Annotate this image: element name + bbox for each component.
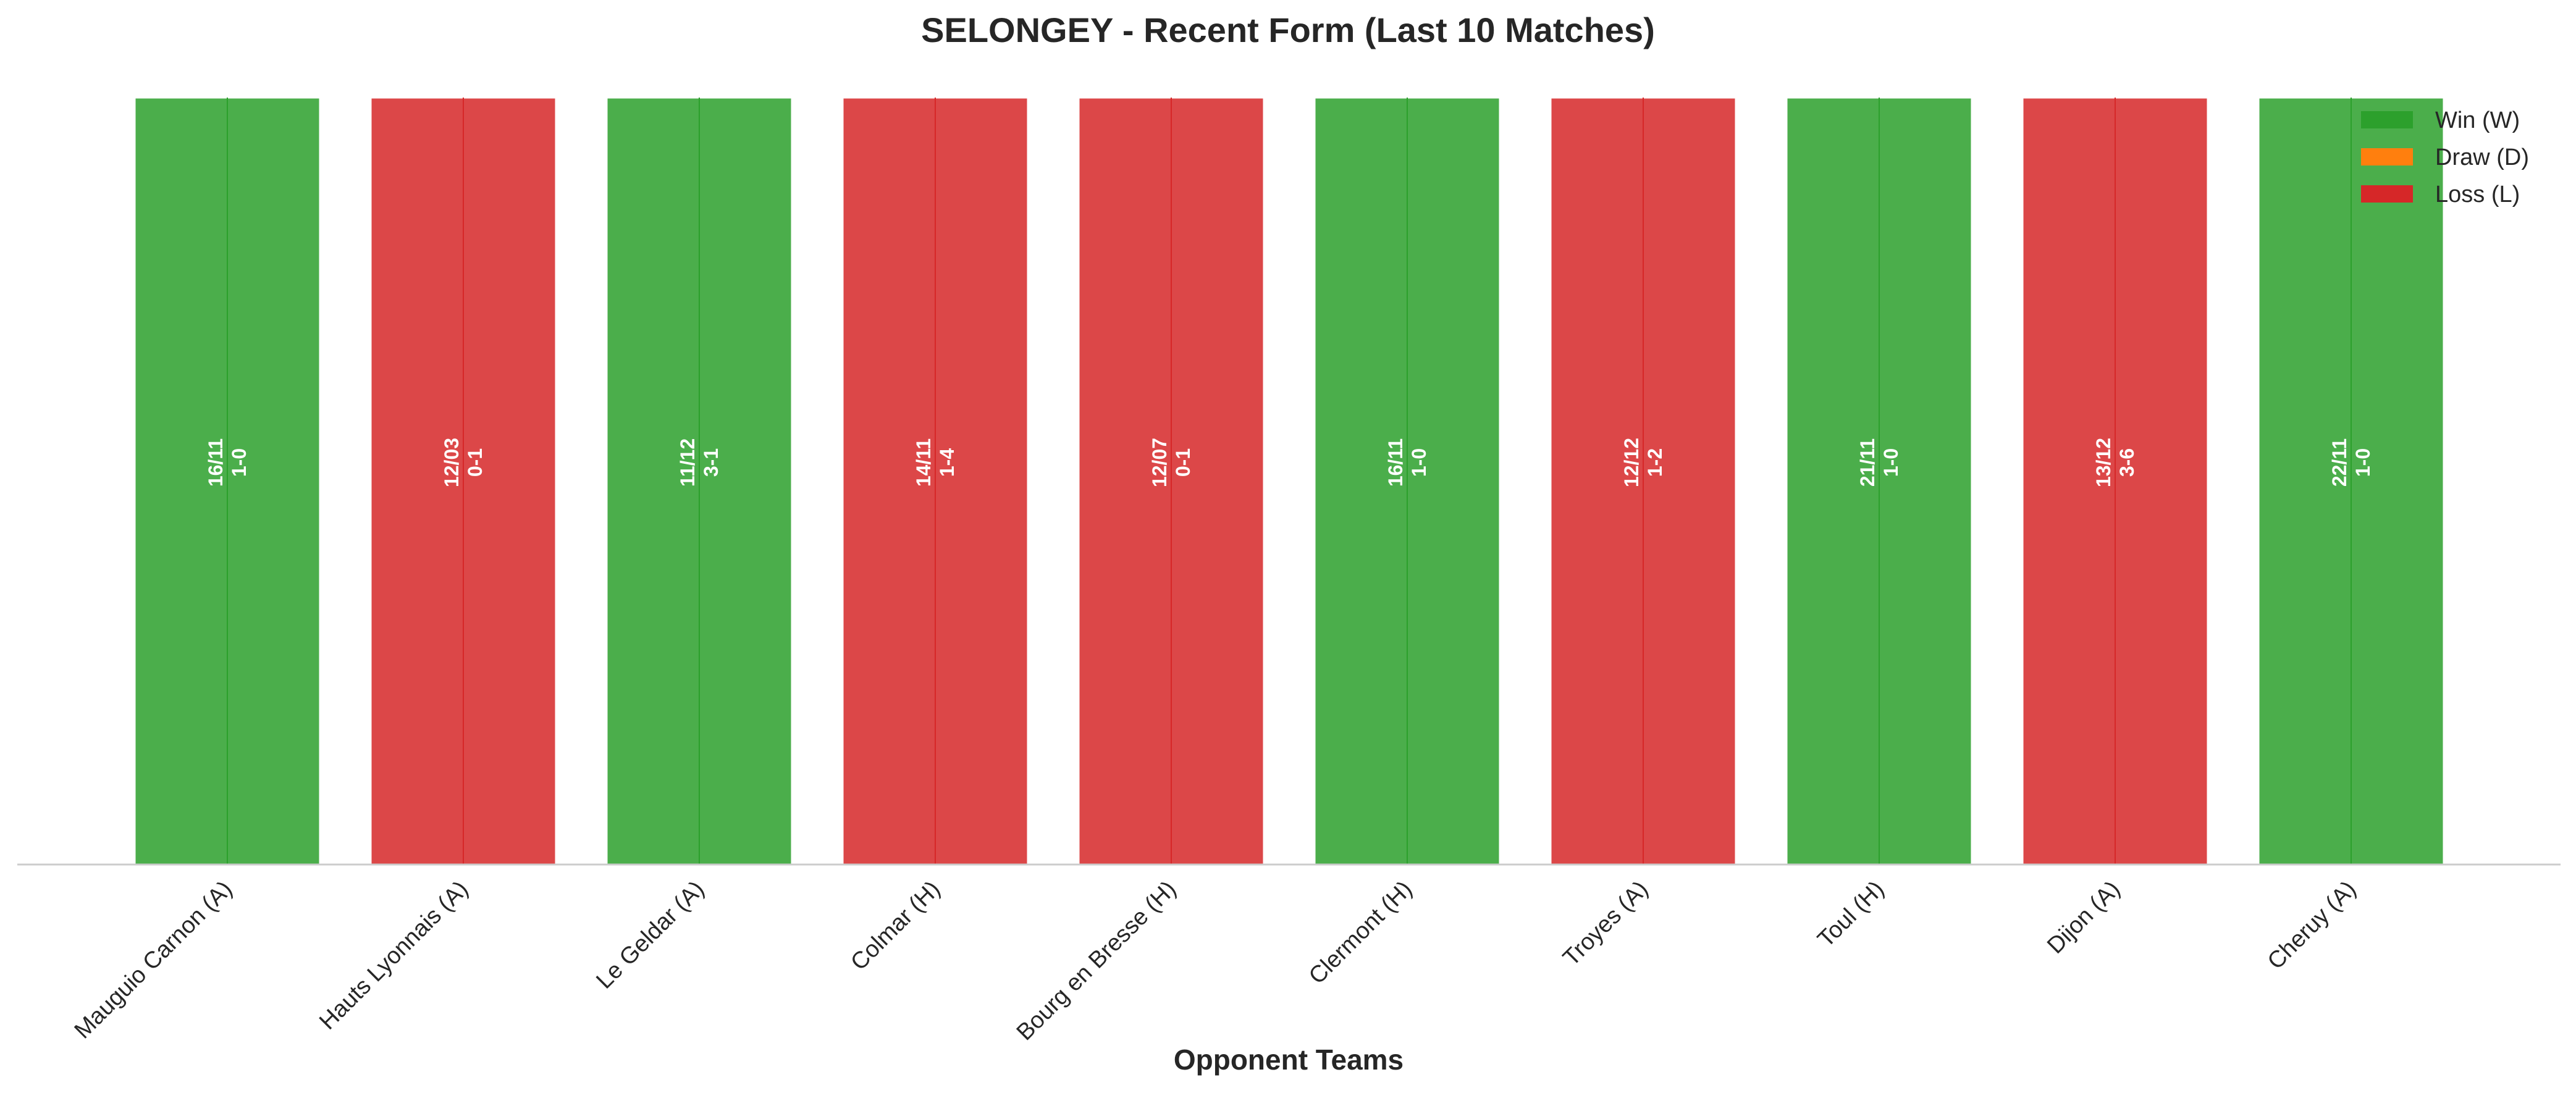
x-tick-label: Dijon (A) — [2042, 876, 2125, 959]
x-tick-labels: Mauguio Carnon (A) Hauts Lyonnais (A) Le G… — [70, 876, 2362, 1046]
bar-date-label: 16/11 — [1384, 438, 1407, 487]
bar-data-label: 22/111-0 — [2328, 438, 2374, 487]
legend-label-D: Draw (D) — [2435, 144, 2529, 170]
bar-data-label: 11/123-1 — [676, 438, 722, 487]
x-tick-label: Bourg en Bresse (H) — [1012, 876, 1182, 1046]
x-tick-label: Cheruy (A) — [2263, 876, 2362, 975]
x-tick-label: Clermont (H) — [1304, 876, 1417, 989]
legend-label-L: Loss (L) — [2435, 182, 2520, 207]
x-axis-label: Opponent Teams — [1174, 1044, 1404, 1076]
x-tick-label: Toul (H) — [1813, 876, 1890, 953]
bar-score-label: 3-6 — [2116, 448, 2138, 477]
bar-data-label: 14/111-4 — [912, 438, 958, 487]
bar-data-label: 13/123-6 — [2092, 438, 2138, 487]
bar-score-label: 1-2 — [1644, 448, 1666, 477]
bar-data-label: 16/111-0 — [1384, 438, 1430, 487]
bar-score-label: 0-1 — [464, 448, 486, 477]
bar-score-label: 3-1 — [700, 448, 722, 477]
bar-date-label: 11/12 — [676, 438, 699, 487]
x-tick-label: Le Geldar (A) — [591, 876, 709, 994]
legend-swatch-L — [2361, 185, 2413, 203]
bar-date-label: 21/11 — [1856, 438, 1879, 487]
bar-data-label: 21/111-0 — [1856, 438, 1902, 487]
x-tick-label: Colmar (H) — [846, 876, 945, 976]
bar-date-label: 12/03 — [440, 438, 463, 487]
legend-swatch-W — [2361, 111, 2413, 128]
bar-score-label: 1-4 — [936, 448, 958, 477]
legend: Win (W) Draw (D) Loss (L) — [2361, 107, 2529, 207]
bar-score-label: 1-0 — [2352, 448, 2374, 477]
legend-swatch-D — [2361, 148, 2413, 165]
legend-label-W: Win (W) — [2435, 107, 2520, 133]
bar-data-label: 12/030-1 — [440, 438, 486, 487]
bar-data-label: 16/111-0 — [204, 438, 250, 487]
bar-date-label: 14/11 — [912, 438, 935, 487]
bar-score-label: 1-0 — [1408, 448, 1430, 477]
bar-score-label: 1-0 — [228, 448, 250, 477]
bar-date-label: 12/07 — [1148, 438, 1171, 487]
x-tick-label: Hauts Lyonnais (A) — [314, 876, 473, 1035]
bar-score-label: 0-1 — [1172, 448, 1194, 477]
bar-date-label: 16/11 — [204, 438, 227, 487]
x-tick-label: Mauguio Carnon (A) — [70, 876, 238, 1044]
bars-group: 16/111-0 12/030-1 11/123-1 14/111-4 12/070-1… — [133, 96, 2445, 866]
bar-date-label: 22/11 — [2328, 438, 2351, 487]
bar-data-label: 12/070-1 — [1148, 438, 1194, 487]
chart-title: SELONGEY - Recent Form (Last 10 Matches) — [921, 10, 1655, 49]
bar-date-label: 12/12 — [1620, 438, 1643, 487]
bar-score-label: 1-0 — [1880, 448, 1902, 477]
x-tick-label: Troyes (A) — [1558, 876, 1653, 971]
bar-date-label: 13/12 — [2092, 438, 2115, 487]
bar-data-label: 12/121-2 — [1620, 438, 1666, 487]
